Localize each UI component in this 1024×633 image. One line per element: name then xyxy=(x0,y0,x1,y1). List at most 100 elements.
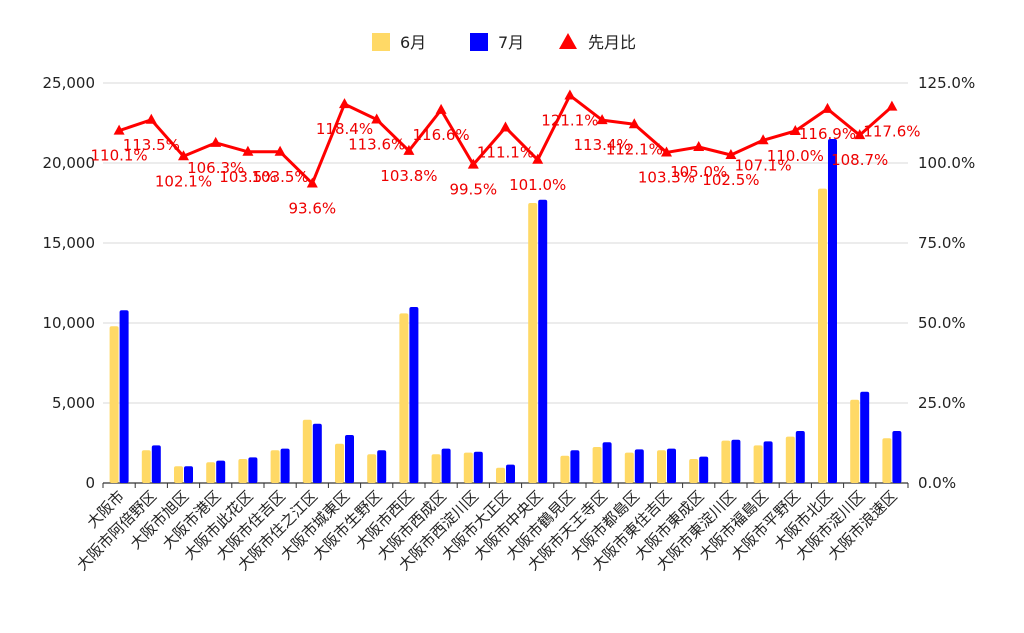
ratio-point xyxy=(145,113,157,124)
bar-7 xyxy=(570,450,580,483)
ratio-point xyxy=(306,177,318,188)
ratio-data-label: 113.4% xyxy=(573,136,630,154)
ratio-data-label: 93.6% xyxy=(288,199,336,217)
ratio-point xyxy=(467,158,479,169)
ratio-data-label: 103.8% xyxy=(380,167,437,185)
bar-6 xyxy=(624,452,634,483)
ratio-line xyxy=(113,89,898,188)
bar-6 xyxy=(689,459,699,483)
bar-6 xyxy=(174,466,183,483)
bar-7 xyxy=(151,445,161,483)
bar-6 xyxy=(109,326,119,483)
y-right-tick-label: 0.0% xyxy=(918,474,956,492)
y-right-tick-label: 125.0% xyxy=(918,74,975,92)
ratio-data-label: 113.5% xyxy=(123,136,180,154)
y-right-tick-label: 50.0% xyxy=(918,314,966,332)
bar-7 xyxy=(892,431,902,483)
y-axis-right: 0.0% 25.0% 50.0% 75.0% 100.0% 125.0% xyxy=(918,74,975,492)
bar-6 xyxy=(850,399,860,483)
legend-triangle-icon xyxy=(559,33,577,49)
ratio-data-label: 121.1% xyxy=(541,111,598,129)
bar-7 xyxy=(795,431,805,483)
bar-7 xyxy=(184,466,193,483)
bar-7 xyxy=(312,423,322,483)
y-right-tick-label: 25.0% xyxy=(918,394,966,412)
bar-7 xyxy=(828,139,837,483)
bar-6 xyxy=(882,438,892,483)
legend-swatch-6 xyxy=(372,33,390,51)
bar-7 xyxy=(345,435,354,483)
ratio-data-label: 111.1% xyxy=(477,143,534,161)
y-left-tick-label: 5,000 xyxy=(52,394,95,412)
bar-7 xyxy=(731,439,741,483)
y-left-tick-label: 15,000 xyxy=(43,234,96,252)
ratio-data-label: 103.5% xyxy=(251,168,308,186)
ratio-point xyxy=(339,98,350,109)
ratio-data-label: 116.6% xyxy=(412,126,469,144)
bar-7 xyxy=(377,450,387,483)
bar-6 xyxy=(270,450,280,483)
ratio-data-label: 106.3% xyxy=(187,159,244,177)
ratio-point xyxy=(210,136,222,147)
y-left-tick-label: 20,000 xyxy=(43,154,96,172)
bar-6 xyxy=(528,203,538,483)
ratio-point xyxy=(661,146,672,157)
bar-7 xyxy=(699,456,709,483)
ratio-point xyxy=(274,145,286,156)
ratio-data-label: 105.0% xyxy=(670,163,727,181)
ratio-point xyxy=(500,121,511,132)
ratio-point xyxy=(403,144,415,155)
ratio-point xyxy=(178,150,189,161)
bar-6 xyxy=(818,188,827,483)
ratio-data-label: 108.7% xyxy=(831,151,888,169)
bar-6 xyxy=(238,459,248,483)
bar-7 xyxy=(119,310,129,483)
bar-6 xyxy=(302,419,312,483)
ratio-point xyxy=(435,103,447,114)
y-left-tick-label: 25,000 xyxy=(43,74,96,92)
bar-6 xyxy=(657,450,666,483)
y-right-tick-label: 75.0% xyxy=(918,234,966,252)
bar-6 xyxy=(431,454,441,483)
ratio-data-label: 107.1% xyxy=(734,156,791,174)
bar-6 xyxy=(335,443,344,483)
ratio-point xyxy=(532,153,544,164)
bar-7 xyxy=(216,460,226,483)
x-axis-categories: 大阪市大阪市阿倍野区大阪市旭区大阪市港区大阪市此花区大阪市住吉区大阪市住之江区大… xyxy=(73,487,901,574)
y-left-tick-label: 10,000 xyxy=(43,314,96,332)
bar-7 xyxy=(667,448,676,483)
bar-7 xyxy=(280,448,290,483)
ratio-data-label: 116.9% xyxy=(799,125,856,143)
bar-6 xyxy=(399,313,409,483)
ratio-data-label: 102.1% xyxy=(155,172,212,190)
ratio-data-label: 110.1% xyxy=(90,147,147,165)
ratio-data-label: 117.6% xyxy=(863,123,920,141)
ratio-point xyxy=(371,113,383,124)
gridlines xyxy=(102,82,909,488)
bar-7 xyxy=(248,457,258,483)
ratio-point xyxy=(242,145,254,156)
bar-7 xyxy=(441,448,451,483)
ratio-data-label: 101.0% xyxy=(509,176,566,194)
data-labels: 110.1%113.5%102.1%106.3%103.5%103.5%93.6… xyxy=(90,111,920,217)
bar-7 xyxy=(473,451,483,483)
bar-7 xyxy=(506,464,515,483)
y-right-tick-label: 100.0% xyxy=(918,154,975,172)
ratio-data-label: 103.3% xyxy=(638,168,695,186)
bar-6 xyxy=(785,436,795,483)
bar-6 xyxy=(560,455,570,483)
legend-label-7: 7月 xyxy=(498,33,524,52)
ratio-point xyxy=(854,129,866,140)
bar-7 xyxy=(763,441,773,483)
ratio-data-label: 113.6% xyxy=(348,135,405,153)
bars xyxy=(109,139,902,484)
ratio-point xyxy=(725,149,737,159)
legend-label-6: 6月 xyxy=(400,33,426,52)
bar-6 xyxy=(592,447,602,483)
bar-7 xyxy=(602,442,612,483)
bar-7 xyxy=(538,199,548,484)
ratio-data-label: 102.5% xyxy=(702,171,759,189)
ratio-point xyxy=(693,141,705,151)
ratio-point xyxy=(789,125,801,135)
